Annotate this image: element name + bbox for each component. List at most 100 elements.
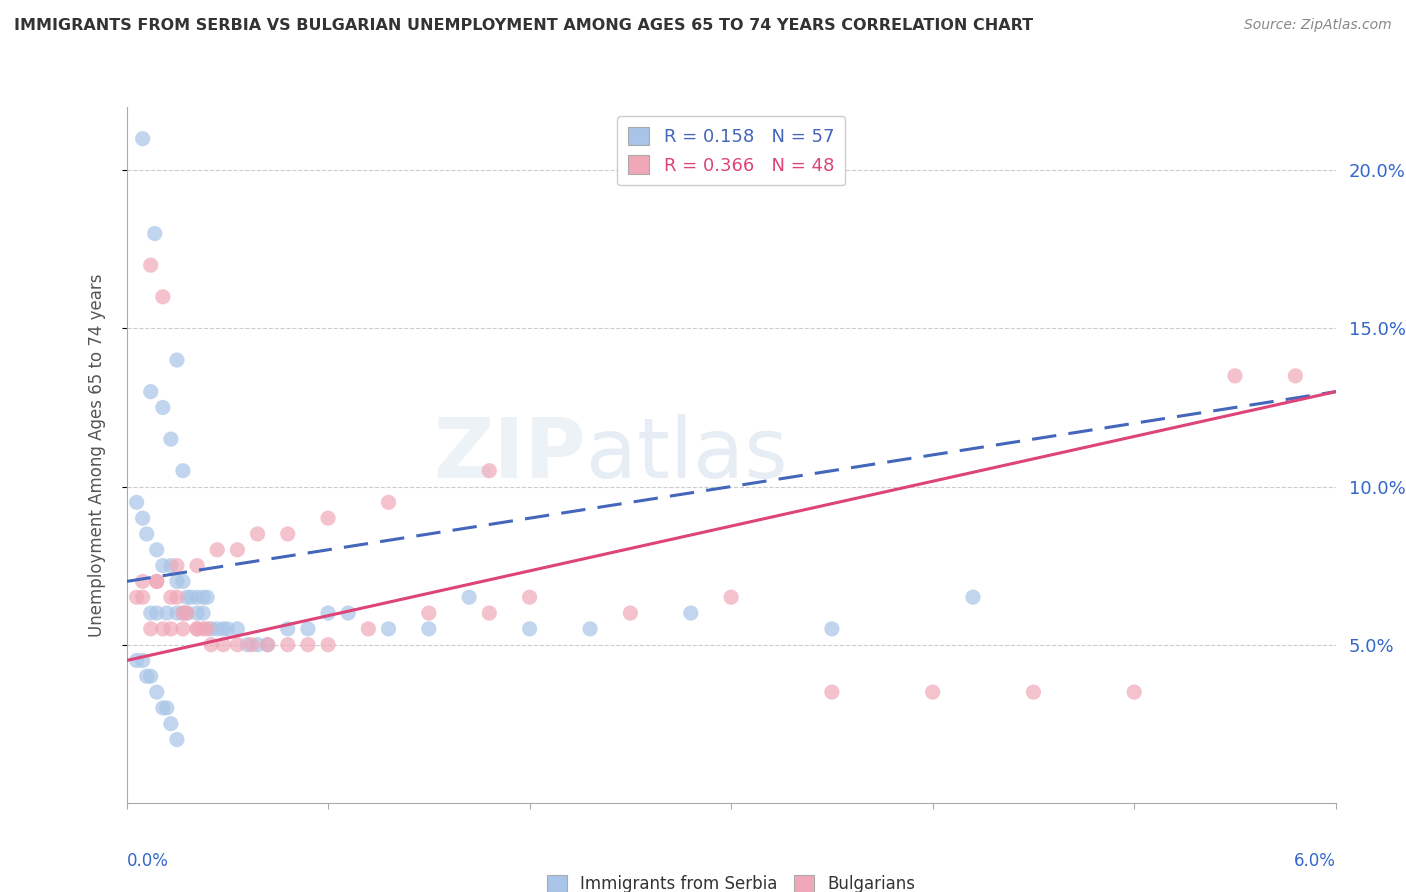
Point: [139, 606, 162, 620]
Point: [160, 432, 183, 446]
Point: [962, 591, 984, 605]
Point: [166, 591, 188, 605]
Point: [297, 622, 319, 636]
Point: [176, 606, 198, 620]
Point: [1223, 368, 1246, 383]
Point: [160, 716, 183, 731]
Point: [166, 558, 188, 573]
Point: [166, 574, 188, 589]
Point: [256, 638, 278, 652]
Point: [195, 622, 218, 636]
Point: [679, 606, 702, 620]
Point: [186, 591, 208, 605]
Text: 6.0%: 6.0%: [1294, 852, 1336, 870]
Point: [146, 574, 169, 589]
Point: [478, 464, 501, 478]
Point: [246, 638, 269, 652]
Point: [135, 669, 157, 683]
Point: [377, 622, 399, 636]
Point: [139, 258, 162, 272]
Point: [146, 574, 169, 589]
Point: [146, 606, 169, 620]
Point: [152, 290, 174, 304]
Point: [191, 606, 214, 620]
Point: [131, 591, 153, 605]
Point: [1284, 368, 1306, 383]
Point: [186, 606, 208, 620]
Point: [316, 606, 339, 620]
Point: [186, 558, 208, 573]
Point: [246, 527, 269, 541]
Point: [821, 622, 844, 636]
Point: [921, 685, 943, 699]
Point: [205, 622, 228, 636]
Point: [160, 591, 183, 605]
Point: [458, 591, 481, 605]
Point: [139, 622, 162, 636]
Point: [139, 669, 162, 683]
Point: [131, 653, 153, 667]
Text: ZIP: ZIP: [433, 415, 586, 495]
Point: [579, 622, 602, 636]
Point: [152, 401, 174, 415]
Point: [131, 574, 153, 589]
Point: [226, 622, 249, 636]
Point: [226, 638, 249, 652]
Point: [172, 606, 194, 620]
Point: [357, 622, 380, 636]
Point: [377, 495, 399, 509]
Point: [240, 638, 263, 652]
Point: [125, 591, 148, 605]
Point: [156, 606, 179, 620]
Point: [316, 511, 339, 525]
Point: [176, 606, 198, 620]
Point: [195, 591, 218, 605]
Point: [821, 685, 844, 699]
Point: [143, 227, 166, 241]
Point: [186, 622, 208, 636]
Point: [160, 558, 183, 573]
Point: [131, 131, 153, 145]
Point: [125, 495, 148, 509]
Point: [146, 542, 169, 557]
Point: [418, 606, 440, 620]
Point: [236, 638, 259, 652]
Point: [720, 591, 742, 605]
Point: [226, 542, 249, 557]
Point: [200, 638, 222, 652]
Point: [180, 591, 202, 605]
Text: 0.0%: 0.0%: [127, 852, 169, 870]
Point: [156, 701, 179, 715]
Point: [316, 638, 339, 652]
Point: [277, 638, 299, 652]
Point: [277, 622, 299, 636]
Point: [152, 622, 174, 636]
Point: [418, 622, 440, 636]
Point: [478, 606, 501, 620]
Point: [205, 542, 228, 557]
Point: [152, 558, 174, 573]
Point: [125, 653, 148, 667]
Point: [191, 622, 214, 636]
Point: [1123, 685, 1146, 699]
Point: [297, 638, 319, 652]
Point: [212, 622, 235, 636]
Point: [1022, 685, 1045, 699]
Legend: Immigrants from Serbia, Bulgarians: Immigrants from Serbia, Bulgarians: [538, 867, 924, 892]
Point: [166, 732, 188, 747]
Point: [172, 622, 194, 636]
Point: [139, 384, 162, 399]
Point: [152, 701, 174, 715]
Point: [519, 591, 541, 605]
Text: atlas: atlas: [586, 415, 787, 495]
Point: [172, 464, 194, 478]
Point: [277, 527, 299, 541]
Point: [172, 574, 194, 589]
Point: [519, 622, 541, 636]
Point: [172, 606, 194, 620]
Point: [337, 606, 360, 620]
Text: IMMIGRANTS FROM SERBIA VS BULGARIAN UNEMPLOYMENT AMONG AGES 65 TO 74 YEARS CORRE: IMMIGRANTS FROM SERBIA VS BULGARIAN UNEM…: [14, 18, 1033, 33]
Point: [212, 638, 235, 652]
Point: [166, 606, 188, 620]
Y-axis label: Unemployment Among Ages 65 to 74 years: Unemployment Among Ages 65 to 74 years: [87, 273, 105, 637]
